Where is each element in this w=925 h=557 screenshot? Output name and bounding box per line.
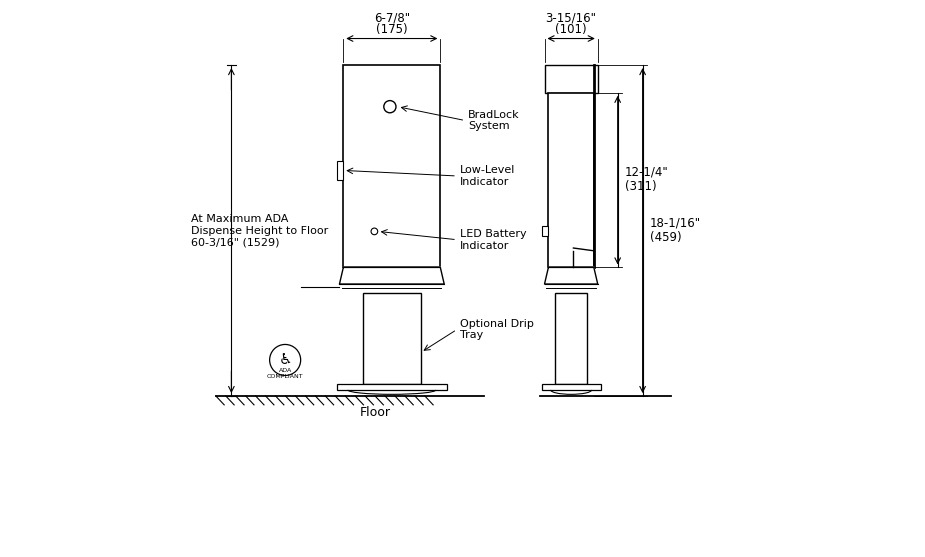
Bar: [542, 226, 549, 236]
Text: (101): (101): [555, 23, 587, 36]
Polygon shape: [545, 267, 598, 284]
Text: (311): (311): [625, 180, 657, 193]
Text: 3-15/16": 3-15/16": [546, 11, 597, 24]
Bar: [343, 65, 440, 267]
Bar: [337, 384, 447, 390]
Bar: [549, 93, 594, 267]
Text: LED Battery
Indicator: LED Battery Indicator: [460, 229, 526, 251]
Polygon shape: [339, 267, 444, 284]
Bar: [555, 293, 587, 384]
Text: 12-1/4": 12-1/4": [625, 166, 669, 179]
Text: Low-Level
Indicator: Low-Level Indicator: [460, 165, 515, 187]
Bar: [542, 384, 600, 390]
Text: 6-7/8": 6-7/8": [374, 11, 410, 24]
Bar: [363, 293, 421, 384]
Text: 18-1/16": 18-1/16": [650, 216, 701, 229]
Text: (175): (175): [376, 23, 408, 36]
Text: ADA
COMPLIANT: ADA COMPLIANT: [266, 368, 303, 379]
Text: Optional Drip
Tray: Optional Drip Tray: [460, 319, 534, 340]
Text: BradLock
System: BradLock System: [468, 110, 520, 131]
FancyBboxPatch shape: [337, 161, 343, 180]
Text: (459): (459): [650, 231, 682, 244]
Text: ♿: ♿: [278, 353, 292, 368]
Text: At Maximum ADA
Dispense Height to Floor
60-3/16" (1529): At Maximum ADA Dispense Height to Floor …: [191, 214, 328, 247]
Bar: [545, 65, 598, 93]
Text: Floor: Floor: [360, 406, 391, 419]
